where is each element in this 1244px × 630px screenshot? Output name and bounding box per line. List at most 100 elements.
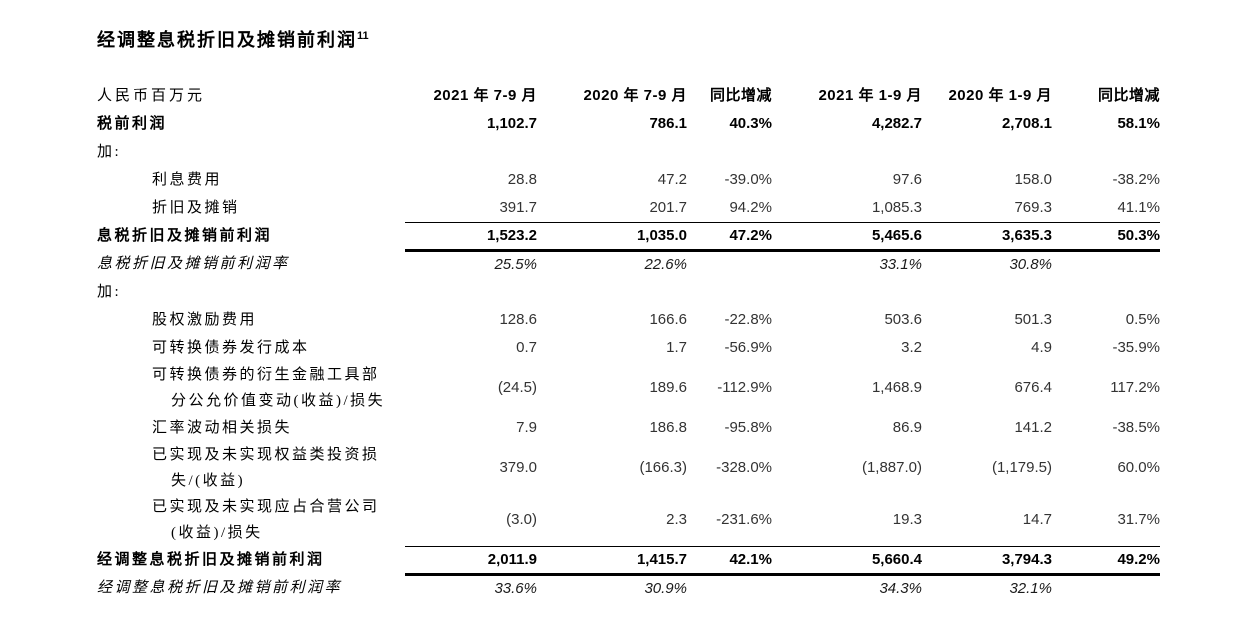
cell-value: 30.8% xyxy=(1009,255,1052,273)
cell-value: 14.7 xyxy=(1022,510,1052,528)
cell-value: 501.3 xyxy=(1014,311,1052,328)
cell-value xyxy=(772,278,922,306)
row-label-line: 利息费用 xyxy=(152,172,223,188)
column-header: 同比增减 xyxy=(709,87,772,104)
table-row: 利息费用 28.8 47.2 -39.0% 97.6 158.0 -38.2% xyxy=(97,166,1160,194)
cell-value: 4,282.7 xyxy=(871,115,922,132)
column-header: 同比增减 xyxy=(1097,87,1160,104)
cell-value: -38.2% xyxy=(1112,171,1160,188)
cell-value: 2.3 xyxy=(666,510,687,528)
cell-value: 786.1 xyxy=(649,115,687,132)
cell-value: (166.3) xyxy=(639,459,687,476)
row-label: 汇率波动相关损失 xyxy=(97,414,405,442)
cell-value xyxy=(1052,138,1160,166)
cell-value: 5,465.6 xyxy=(772,221,922,252)
row-label: 经调整息税折旧及摊销前利润 xyxy=(97,546,405,574)
cell-value: 47.2 xyxy=(657,171,687,188)
cell-value: 3,635.3 xyxy=(922,221,1052,252)
cell-value: 49.2% xyxy=(1052,545,1160,576)
cell-value: -95.8% xyxy=(724,419,772,436)
cell-value: 3.2 xyxy=(901,339,922,356)
row-label: 加: xyxy=(97,278,405,306)
cell-value: 0.7 xyxy=(516,339,537,356)
cell-value: 25.5% xyxy=(494,255,537,273)
table-header-row: 人民币百万元 2021 年 7-9 月 2020 年 7-9 月 同比增减 2021 年… xyxy=(97,82,1160,110)
table-row: 息税折旧及摊销前利润率 25.5% 22.6% 33.1% 30.8% xyxy=(97,250,1160,278)
cell-value xyxy=(405,278,537,306)
table-row: 税前利润 1,102.7 786.1 40.3% 4,282.7 2,708.1 58.1% xyxy=(97,110,1160,138)
column-header: 2020 年 7-9 月 xyxy=(583,87,687,104)
table-body: 税前利润 1,102.7 786.1 40.3% 4,282.7 2,708.1 58.1%… xyxy=(97,110,1160,602)
column-header: 2021 年 7-9 月 xyxy=(433,87,537,104)
table-row: 息税折旧及摊销前利润 1,523.2 1,035.0 47.2% 5,465.6 3,63… xyxy=(97,221,1160,252)
cell-value xyxy=(772,138,922,166)
cell-value: 50.3% xyxy=(1052,221,1160,252)
cell-value xyxy=(922,138,1052,166)
cell-value: 4.9 xyxy=(1031,339,1052,356)
cell-value xyxy=(537,138,687,166)
cell-value: (3.0) xyxy=(506,510,537,528)
cell-value: 141.2 xyxy=(1014,419,1052,436)
row-label-line: 加: xyxy=(97,144,122,160)
cell-value: 128.6 xyxy=(499,311,537,328)
cell-value: 7.9 xyxy=(516,419,537,436)
cell-value: 94.2% xyxy=(729,198,772,216)
row-label: 利息费用 xyxy=(97,166,405,194)
cell-value: 769.3 xyxy=(1014,198,1052,216)
table-row: 已实现及未实现应占合营公司 (收益)/损失 (3.0) 2.3 -231.6% 19.3 1… xyxy=(97,494,1160,546)
row-label-line: 可转换债券的衍生金融工具部 xyxy=(152,367,380,383)
cell-value: 40.3% xyxy=(729,115,772,132)
cell-value: -22.8% xyxy=(724,311,772,328)
cell-value: 158.0 xyxy=(1014,171,1052,188)
cell-value: 19.3 xyxy=(892,510,922,528)
adjusted-ebitda-table: 人民币百万元 2021 年 7-9 月 2020 年 7-9 月 同比增减 2021 年… xyxy=(97,82,1160,602)
row-label: 股权激励费用 xyxy=(97,306,405,334)
table-row: 可转换债券的衍生金融工具部 分公允价值变动(收益)/损失 (24.5) 189.6 -1… xyxy=(97,362,1160,414)
cell-value: 676.4 xyxy=(1014,379,1052,396)
row-label-line: 折旧及摊销 xyxy=(152,200,240,216)
cell-value: (1,887.0) xyxy=(861,459,922,476)
row-label-line: 可转换债券发行成本 xyxy=(152,340,310,356)
cell-value: -231.6% xyxy=(716,510,772,528)
cell-value xyxy=(405,138,537,166)
cell-value: -56.9% xyxy=(724,339,772,356)
table-row: 汇率波动相关损失 7.9 186.8 -95.8% 86.9 141.2 -38.5% xyxy=(97,414,1160,442)
cell-value: 0.5% xyxy=(1125,311,1160,328)
cell-value: 3,794.3 xyxy=(922,545,1052,576)
table-row: 已实现及未实现权益类投资损 失/(收益) 379.0 (166.3) -328.0% (1… xyxy=(97,442,1160,494)
row-label-line: 已实现及未实现权益类投资损 xyxy=(152,447,380,463)
section-title: 经调整息税折旧及摊销前利润11 xyxy=(97,26,1244,52)
cell-value: 30.9% xyxy=(644,579,687,597)
row-label: 税前利润 xyxy=(97,110,405,138)
table-row: 经调整息税折旧及摊销前利润 2,011.9 1,415.7 42.1% 5,660.4 3… xyxy=(97,545,1160,576)
cell-value xyxy=(1052,278,1160,306)
document-page: 经调整息税折旧及摊销前利润11 人民币百万元 2021 年 7-9 月 2020 年… xyxy=(97,26,1244,602)
cell-value: 32.1% xyxy=(1009,579,1052,597)
cell-value: -38.5% xyxy=(1112,419,1160,436)
cell-value: 1,468.9 xyxy=(871,379,922,396)
row-label: 息税折旧及摊销前利润 xyxy=(97,222,405,250)
cell-value: 201.7 xyxy=(649,198,687,216)
cell-value: 60.0% xyxy=(1117,459,1160,476)
row-label: 加: xyxy=(97,138,405,166)
column-header-unit: 人民币百万元 xyxy=(97,88,206,104)
cell-value: 1,102.7 xyxy=(486,115,537,132)
row-label-line: 股权激励费用 xyxy=(152,312,258,328)
cell-value: 1,523.2 xyxy=(405,221,537,252)
row-label: 已实现及未实现应占合营公司 (收益)/损失 xyxy=(97,494,405,546)
table-row: 股权激励费用 128.6 166.6 -22.8% 503.6 501.3 0.5% xyxy=(97,306,1160,334)
cell-value: 41.1% xyxy=(1117,198,1160,216)
row-label-line: 息税折旧及摊销前利润率 xyxy=(97,256,290,272)
column-header: 2020 年 1-9 月 xyxy=(948,87,1052,104)
section-title-text: 经调整息税折旧及摊销前利润 xyxy=(97,30,357,50)
cell-value: 1,415.7 xyxy=(537,545,687,576)
table-row: 加: xyxy=(97,138,1160,166)
cell-value xyxy=(537,278,687,306)
table-row: 折旧及摊销 391.7 201.7 94.2% 1,085.3 769.3 41.1% xyxy=(97,194,1160,222)
row-label-line: 汇率波动相关损失 xyxy=(152,420,293,436)
cell-value: 186.8 xyxy=(649,419,687,436)
cell-value: 379.0 xyxy=(499,459,537,476)
row-label: 可转换债券发行成本 xyxy=(97,334,405,362)
cell-value: 97.6 xyxy=(892,171,922,188)
table-row: 经调整息税折旧及摊销前利润率 33.6% 30.9% 34.3% 32.1% xyxy=(97,574,1160,602)
